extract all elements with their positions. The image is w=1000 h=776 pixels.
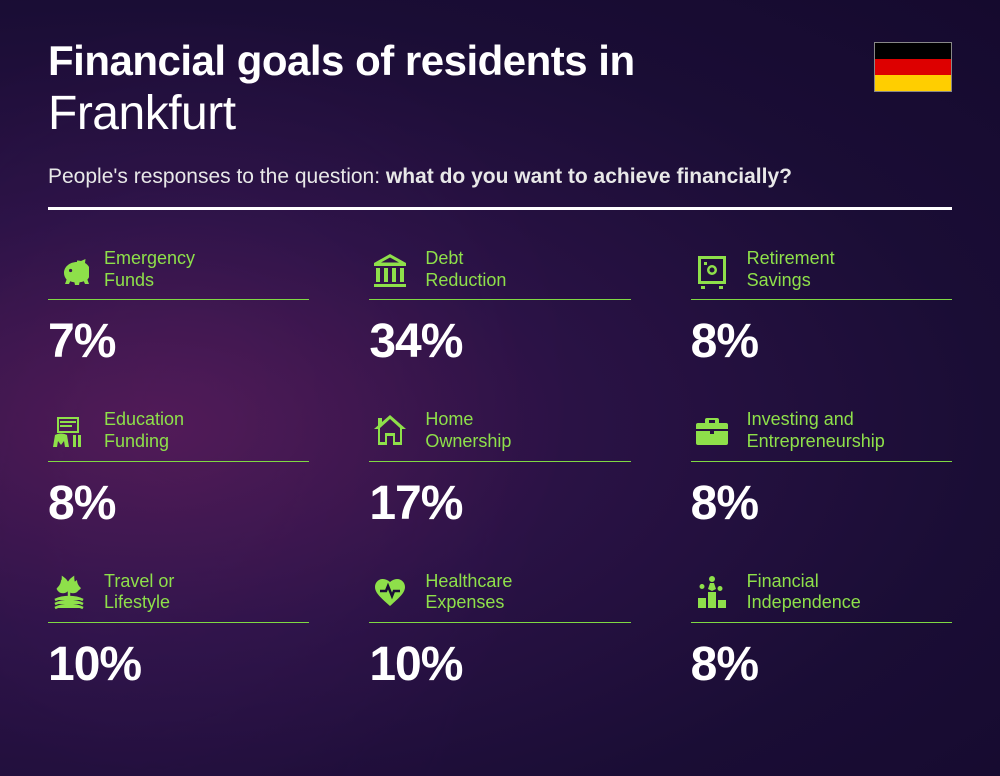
stat-item-head: Investing andEntrepreneurship — [691, 409, 952, 461]
home-icon — [369, 410, 411, 452]
flag-stripe-red — [875, 59, 951, 75]
stat-value: 34% — [369, 314, 630, 369]
stat-item: FinancialIndependence 8% — [691, 571, 952, 692]
stat-label: Travel orLifestyle — [104, 571, 174, 614]
stat-item-head: DebtReduction — [369, 248, 630, 300]
infographic-container: Financial goals of residents in Frankfur… — [0, 0, 1000, 730]
bank-icon — [369, 249, 411, 291]
stat-item-head: HomeOwnership — [369, 409, 630, 461]
health-icon — [369, 571, 411, 613]
subtitle-bold: what do you want to achieve financially? — [386, 165, 792, 188]
header-row: Financial goals of residents in Frankfur… — [48, 38, 952, 141]
piggy-icon — [48, 249, 90, 291]
stat-label: EducationFunding — [104, 409, 184, 452]
travel-icon — [48, 571, 90, 613]
germany-flag-icon — [874, 42, 952, 92]
stat-item: RetirementSavings 8% — [691, 248, 952, 369]
title-block: Financial goals of residents in Frankfur… — [48, 38, 874, 141]
safe-icon — [691, 249, 733, 291]
stat-item: HealthcareExpenses 10% — [369, 571, 630, 692]
title-city: Frankfurt — [48, 86, 874, 141]
stat-value: 7% — [48, 314, 309, 369]
stat-item: HomeOwnership 17% — [369, 409, 630, 530]
stat-item: EducationFunding 8% — [48, 409, 309, 530]
subtitle: People's responses to the question: what… — [48, 165, 952, 189]
stat-item: EmergencyFunds 7% — [48, 248, 309, 369]
stat-label: EmergencyFunds — [104, 248, 195, 291]
stats-grid: EmergencyFunds 7% DebtReduction 34% Retireme… — [48, 248, 952, 692]
stat-item: Travel orLifestyle 10% — [48, 571, 309, 692]
stat-label: RetirementSavings — [747, 248, 835, 291]
stat-value: 8% — [691, 314, 952, 369]
stat-item-head: RetirementSavings — [691, 248, 952, 300]
stat-label: FinancialIndependence — [747, 571, 861, 614]
title-prefix: Financial goals of residents in — [48, 38, 874, 84]
podium-icon — [691, 571, 733, 613]
stat-value: 17% — [369, 476, 630, 531]
stat-label: HomeOwnership — [425, 409, 511, 452]
stat-item-head: HealthcareExpenses — [369, 571, 630, 623]
stat-item-head: EducationFunding — [48, 409, 309, 461]
stat-value: 8% — [691, 637, 952, 692]
stat-item: Investing andEntrepreneurship 8% — [691, 409, 952, 530]
education-icon — [48, 410, 90, 452]
divider — [48, 207, 952, 210]
stat-label: DebtReduction — [425, 248, 506, 291]
stat-item-head: EmergencyFunds — [48, 248, 309, 300]
flag-stripe-gold — [875, 75, 951, 91]
stat-label: Investing andEntrepreneurship — [747, 409, 885, 452]
briefcase-icon — [691, 410, 733, 452]
stat-value: 10% — [48, 637, 309, 692]
stat-item-head: Travel orLifestyle — [48, 571, 309, 623]
stat-item-head: FinancialIndependence — [691, 571, 952, 623]
stat-item: DebtReduction 34% — [369, 248, 630, 369]
subtitle-lead: People's responses to the question: — [48, 165, 386, 188]
stat-value: 10% — [369, 637, 630, 692]
stat-value: 8% — [48, 476, 309, 531]
stat-value: 8% — [691, 476, 952, 531]
flag-stripe-black — [875, 43, 951, 59]
stat-label: HealthcareExpenses — [425, 571, 512, 614]
